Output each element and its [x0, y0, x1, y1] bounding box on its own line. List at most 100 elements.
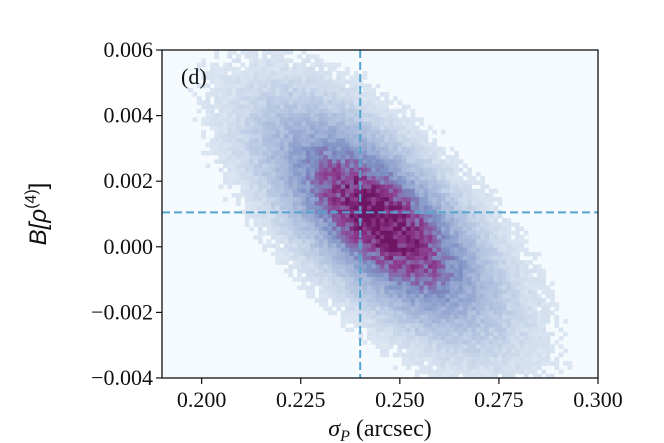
heatmap-cell — [314, 230, 320, 236]
heatmap-cell — [523, 356, 529, 362]
heatmap-cell — [332, 201, 337, 206]
heatmap-cell — [458, 260, 464, 265]
heatmap-cell — [384, 310, 390, 316]
heatmap-cell — [480, 277, 485, 282]
heatmap-cell — [244, 121, 250, 127]
heatmap-cell — [218, 113, 224, 118]
heatmap-cell — [375, 340, 381, 345]
heatmap-cell — [423, 348, 429, 354]
heatmap-cell — [436, 306, 442, 312]
heatmap-cell — [236, 108, 241, 114]
heatmap-cell — [475, 306, 481, 312]
heatmap-cell — [244, 176, 250, 181]
heatmap-cell — [380, 239, 385, 244]
heatmap-cell — [362, 247, 368, 253]
heatmap-cell — [480, 314, 485, 320]
heatmap-cell — [454, 340, 459, 345]
heatmap-cell — [454, 214, 459, 219]
heatmap-cell — [414, 197, 420, 202]
heatmap-cell — [345, 239, 350, 244]
heatmap-cell — [318, 256, 324, 261]
heatmap-cell — [541, 298, 547, 303]
heatmap-cell — [489, 327, 494, 333]
heatmap-cell — [236, 167, 241, 173]
heatmap-cell — [223, 142, 228, 148]
heatmap-cell — [375, 138, 381, 143]
heatmap-cell — [366, 289, 372, 295]
heatmap-cell — [410, 302, 416, 307]
heatmap-cell — [397, 138, 403, 143]
heatmap-cell — [489, 272, 494, 278]
heatmap-cell — [279, 163, 285, 169]
heatmap-cell — [410, 197, 416, 202]
heatmap-cell — [244, 146, 250, 152]
heatmap-cell — [336, 268, 342, 274]
heatmap-cell — [462, 188, 468, 194]
heatmap-cell — [510, 289, 516, 295]
heatmap-cell — [249, 87, 254, 93]
heatmap-cell — [271, 146, 276, 152]
heatmap-cell — [275, 230, 281, 236]
heatmap-cell — [554, 314, 560, 320]
heatmap-cell — [362, 323, 368, 328]
heatmap-cell — [366, 222, 372, 227]
heatmap-cell — [375, 134, 381, 139]
heatmap-cell — [327, 167, 333, 173]
heatmap-cell — [380, 256, 385, 261]
heatmap-cell — [244, 184, 250, 190]
heatmap-cell — [201, 100, 206, 106]
heatmap-cell — [332, 163, 337, 169]
heatmap-cell — [310, 226, 315, 232]
heatmap-cell — [292, 222, 298, 227]
heatmap-cell — [345, 184, 350, 190]
heatmap-cell — [519, 289, 525, 295]
heatmap-cell — [205, 108, 211, 114]
heatmap-cell — [380, 235, 385, 240]
heatmap-cell — [532, 306, 538, 312]
heatmap-cell — [462, 369, 468, 375]
heatmap-cell — [423, 314, 429, 320]
heatmap-cell — [253, 96, 259, 101]
heatmap-cell — [349, 121, 355, 127]
heatmap-cell — [301, 171, 307, 177]
heatmap-cell — [279, 62, 285, 68]
heatmap-cell — [371, 335, 376, 341]
heatmap-cell — [419, 331, 424, 337]
heatmap-cell — [205, 163, 211, 169]
heatmap-cell — [336, 192, 342, 198]
heatmap-cell — [345, 188, 350, 194]
heatmap-cell — [401, 150, 407, 156]
heatmap-cell — [345, 319, 350, 324]
heatmap-cell — [436, 264, 442, 270]
heatmap-cell — [323, 289, 329, 295]
heatmap-cell — [332, 125, 337, 131]
heatmap-cell — [340, 138, 346, 143]
heatmap-cell — [253, 159, 259, 164]
heatmap-cell — [349, 289, 355, 295]
heatmap-cell — [223, 138, 228, 143]
heatmap-cell — [375, 243, 381, 248]
heatmap-cell — [388, 129, 394, 135]
heatmap-cell — [209, 150, 215, 156]
heatmap-cell — [489, 214, 494, 219]
heatmap-cell — [541, 319, 547, 324]
heatmap-cell — [510, 264, 516, 270]
heatmap-cell — [401, 138, 407, 143]
heatmap-cell — [314, 87, 320, 93]
heatmap-cell — [314, 239, 320, 244]
heatmap-cell — [253, 75, 259, 80]
heatmap-cell — [345, 201, 350, 206]
heatmap-cell — [436, 352, 442, 358]
heatmap-cell — [279, 167, 285, 173]
heatmap-cell — [227, 96, 233, 101]
heatmap-cell — [423, 163, 429, 169]
heatmap-cell — [218, 96, 224, 101]
heatmap-cell — [414, 298, 420, 303]
heatmap-cell — [550, 281, 555, 286]
heatmap-cell — [445, 335, 451, 341]
heatmap-cell — [353, 214, 359, 219]
heatmap-cell — [345, 230, 350, 236]
heatmap-cell — [310, 272, 315, 278]
heatmap-cell — [345, 243, 350, 248]
heatmap-cell — [353, 205, 359, 211]
